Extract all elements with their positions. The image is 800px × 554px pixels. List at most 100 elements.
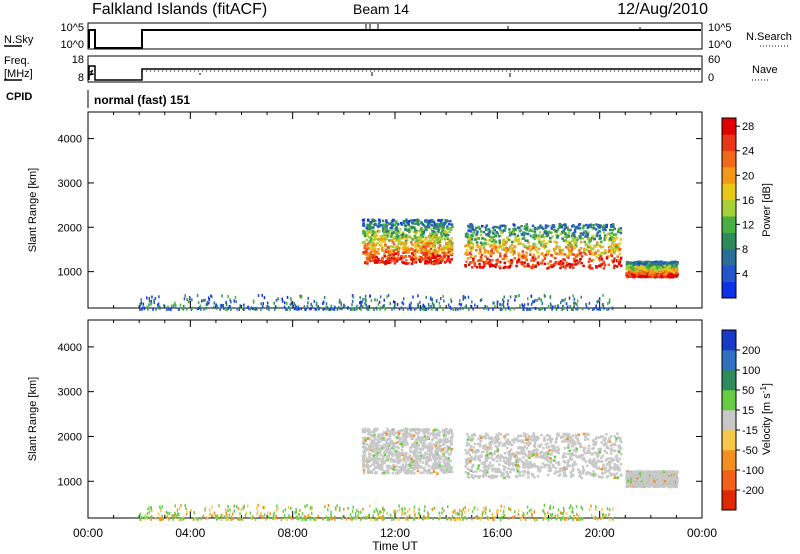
- echo-cell: [580, 295, 582, 299]
- echo-cell: [470, 458, 474, 461]
- echo-cell: [442, 253, 446, 257]
- echo-cell: [537, 256, 540, 259]
- echo-cell: [363, 451, 366, 455]
- echo-cell: [368, 223, 372, 227]
- echo-cell: [410, 437, 414, 440]
- echo-cell: [309, 307, 311, 311]
- echo-cell: [260, 302, 262, 306]
- echo-cell: [416, 239, 419, 242]
- echo-cell: [538, 470, 541, 473]
- echo-cell: [473, 474, 477, 478]
- echo-cell: [520, 261, 524, 264]
- echo-cell: [572, 224, 575, 227]
- echo-cell: [386, 471, 389, 475]
- echo-cell: [446, 461, 450, 464]
- echo-cell: [587, 265, 591, 269]
- echo-cell: [399, 451, 402, 455]
- echo-cell: [517, 257, 521, 261]
- echo-cell: [604, 442, 608, 445]
- echo-cell: [537, 234, 540, 237]
- echo-cell: [526, 470, 530, 473]
- echo-cell: [589, 225, 592, 228]
- echo-cell: [484, 260, 487, 264]
- echo-cell: [548, 240, 551, 243]
- echo-cell: [383, 430, 386, 434]
- echo-cell: [422, 247, 425, 250]
- echo-cell: [367, 433, 370, 436]
- echo-cell: [444, 455, 447, 459]
- echo-cell: [374, 219, 377, 223]
- echo-cell: [465, 249, 469, 252]
- echo-cell: [381, 246, 384, 250]
- echo-cell: [216, 306, 218, 310]
- echo-cell: [647, 262, 651, 265]
- echo-cell: [429, 245, 432, 248]
- echo-cell: [523, 445, 526, 448]
- echo-cell: [435, 452, 439, 456]
- echo-cell: [403, 471, 407, 475]
- echo-cell: [561, 224, 564, 227]
- echo-cell: [423, 442, 426, 445]
- echo-cell: [626, 269, 629, 272]
- echo-cell: [386, 464, 389, 468]
- echo-cell: [241, 307, 244, 311]
- echo-cell: [387, 451, 391, 454]
- echo-cell: [601, 435, 605, 439]
- echo-cell: [253, 299, 255, 303]
- y-tick-label: 2000: [58, 431, 82, 443]
- echo-cell: [570, 249, 573, 252]
- echo-cell: [419, 228, 423, 231]
- echo-cell: [555, 262, 559, 265]
- nsky-left-label: N.Sky: [4, 34, 34, 46]
- echo-cell: [347, 306, 349, 310]
- echo-cell: [494, 438, 497, 441]
- echo-cell: [386, 430, 389, 433]
- echo-cell: [612, 306, 614, 310]
- echo-cell: [369, 256, 373, 259]
- echo-cell: [405, 262, 408, 265]
- echo-cell: [413, 234, 416, 238]
- echo-cell: [626, 265, 629, 268]
- echo-cell: [486, 452, 490, 455]
- echo-cell: [300, 295, 303, 298]
- echo-cell: [441, 464, 445, 468]
- echo-cell: [374, 248, 377, 251]
- echo-cell: [533, 453, 537, 456]
- echo-cell: [418, 459, 422, 463]
- echo-cell: [616, 255, 619, 258]
- echo-cell: [450, 429, 453, 432]
- echo-cell: [505, 442, 508, 445]
- echo-cell: [401, 241, 404, 245]
- echo-cell: [289, 308, 291, 311]
- echo-cell: [422, 232, 425, 236]
- echo-cell: [643, 271, 647, 274]
- echo-cell: [471, 464, 475, 467]
- echo-cell: [390, 428, 394, 432]
- echo-cell: [580, 455, 583, 458]
- echo-cell: [423, 256, 427, 260]
- y-tick-label: 4000: [58, 342, 82, 354]
- echo-cell: [563, 432, 566, 436]
- echo-cell: [392, 253, 395, 256]
- echo-cell: [377, 467, 381, 470]
- echo-cell: [617, 262, 621, 266]
- echo-cell: [451, 225, 454, 229]
- echo-cell: [421, 235, 425, 239]
- echo-cell: [382, 230, 385, 233]
- echo-cell: [497, 235, 501, 238]
- echo-cell: [434, 445, 438, 448]
- echo-cell: [427, 307, 430, 311]
- echo-cell: [412, 443, 415, 447]
- echo-cell: [143, 306, 146, 310]
- echo-cell: [413, 443, 417, 447]
- echo-cell: [407, 220, 411, 223]
- echo-cell: [496, 445, 499, 449]
- echo-cell: [400, 234, 403, 237]
- echo-cell: [535, 245, 538, 249]
- echo-cell: [425, 461, 429, 464]
- echo-cell: [494, 248, 498, 251]
- echo-cell: [498, 265, 501, 268]
- echo-cell: [511, 253, 515, 256]
- echo-cell: [403, 248, 407, 251]
- echo-cell: [427, 442, 431, 446]
